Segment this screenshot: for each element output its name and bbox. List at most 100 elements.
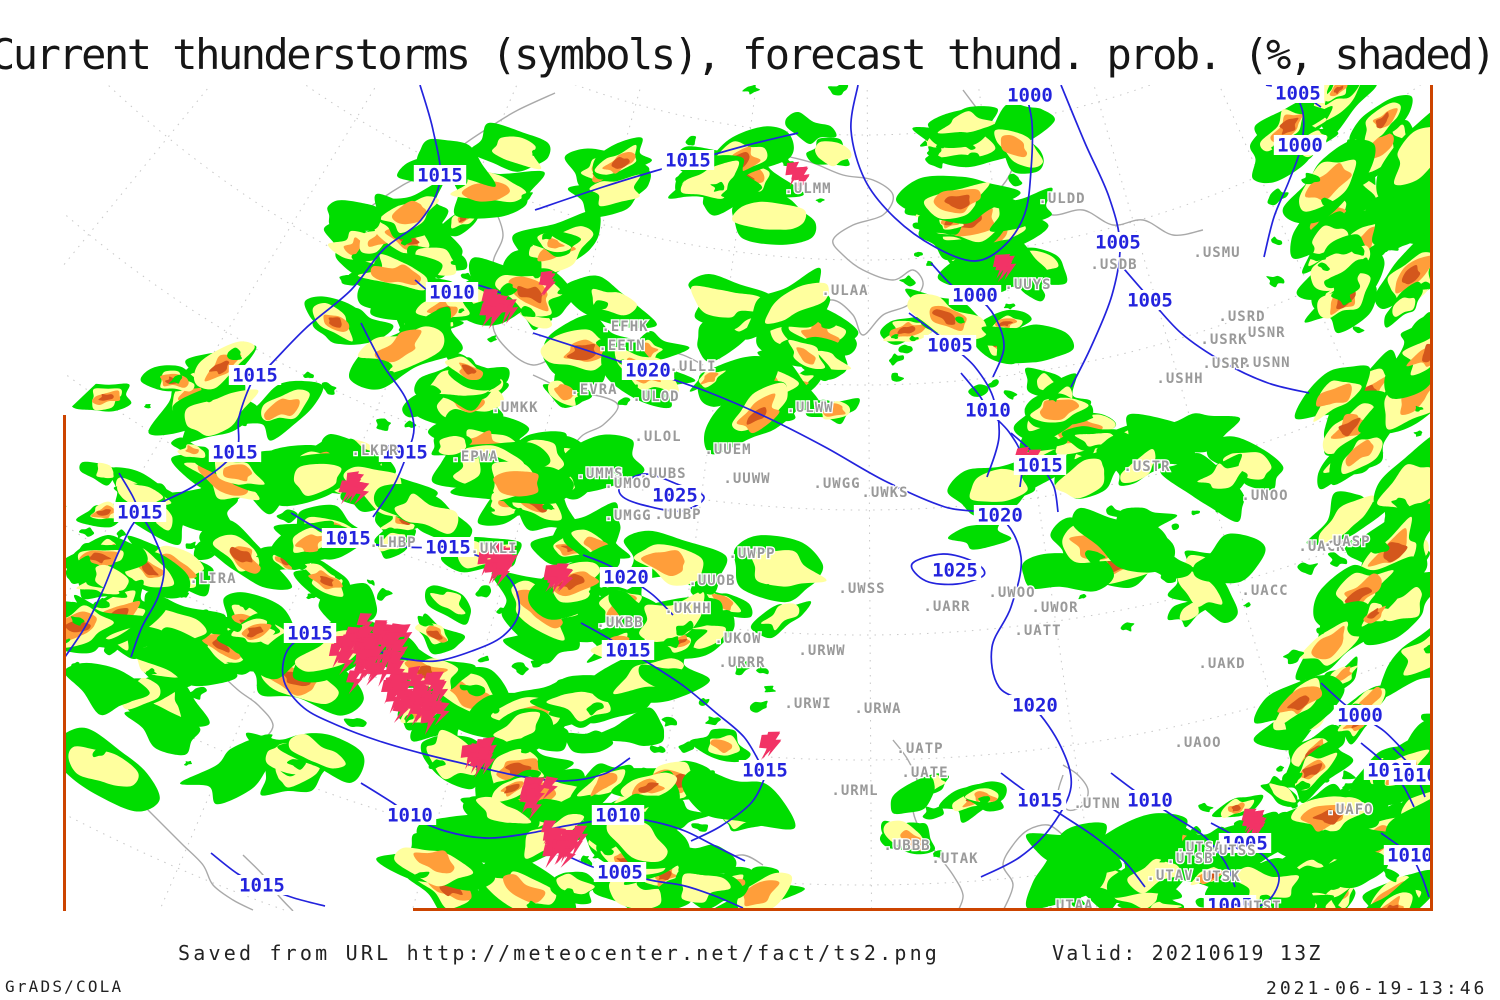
svg-text:.LKPR: .LKPR bbox=[351, 443, 398, 459]
svg-text:.UWPP: .UWPP bbox=[728, 546, 775, 562]
svg-text:1015: 1015 bbox=[605, 640, 651, 662]
map-canvas: 1015 1015 1000 1005 1005 1000 1005 1005 1000 1010… bbox=[63, 85, 1433, 911]
svg-text:1005: 1005 bbox=[1127, 290, 1173, 312]
svg-text:.UUBS: .UUBS bbox=[639, 466, 686, 482]
svg-text:.UKLI: .UKLI bbox=[470, 541, 517, 557]
svg-text:.UMKK: .UMKK bbox=[491, 400, 538, 416]
svg-text:.URWI: .URWI bbox=[784, 696, 831, 712]
svg-text:1015: 1015 bbox=[665, 150, 711, 172]
svg-text:.ULOD: .ULOD bbox=[632, 389, 679, 405]
svg-text:1015: 1015 bbox=[232, 365, 278, 387]
svg-text:.UASP: .UASP bbox=[1323, 534, 1370, 550]
svg-text:.USRD: .USRD bbox=[1218, 309, 1265, 325]
valid-time-caption: Valid: 20210619 13Z bbox=[1052, 941, 1323, 965]
svg-text:.URWW: .URWW bbox=[798, 643, 845, 659]
svg-text:1015: 1015 bbox=[417, 165, 463, 187]
svg-text:.LIRA: .LIRA bbox=[189, 571, 236, 587]
svg-text:1005: 1005 bbox=[1207, 895, 1253, 912]
svg-text:.USRR: .USRR bbox=[1202, 356, 1249, 372]
svg-text:.UWKS: .UWKS bbox=[861, 485, 908, 501]
svg-text:.UUBP: .UUBP bbox=[654, 507, 701, 523]
svg-text:1015: 1015 bbox=[1017, 790, 1063, 812]
svg-text:.ULDD: .ULDD bbox=[1038, 191, 1085, 207]
svg-text:.UATE: .UATE bbox=[901, 765, 948, 781]
svg-text:1015: 1015 bbox=[239, 875, 285, 897]
svg-text:.EFHK: .EFHK bbox=[601, 319, 648, 335]
page-title: Current thunderstorms (symbols), forecas… bbox=[0, 30, 1496, 79]
svg-text:.ULWW: .ULWW bbox=[786, 400, 833, 416]
svg-text:1020: 1020 bbox=[977, 505, 1023, 527]
svg-text:1005: 1005 bbox=[927, 335, 973, 357]
svg-text:.EVRA: .EVRA bbox=[570, 382, 617, 398]
weather-map-figure: 1015 1015 1000 1005 1005 1000 1005 1005 1000 1010… bbox=[63, 85, 1433, 911]
svg-text:1020: 1020 bbox=[625, 360, 671, 382]
svg-text:1010: 1010 bbox=[429, 282, 475, 304]
svg-text:1020: 1020 bbox=[1012, 695, 1058, 717]
render-timestamp: 2021-06-19-13:46 bbox=[1266, 978, 1488, 999]
svg-text:.UWOR: .UWOR bbox=[1031, 600, 1078, 616]
svg-text:.USMU: .USMU bbox=[1193, 245, 1240, 261]
svg-text:.UKOW: .UKOW bbox=[714, 631, 761, 647]
svg-text:1000: 1000 bbox=[1337, 705, 1383, 727]
svg-text:.UATP: .UATP bbox=[896, 741, 943, 757]
svg-text:.UTSA: .UTSA bbox=[1176, 840, 1223, 856]
svg-text:1015: 1015 bbox=[117, 502, 163, 524]
svg-text:1005: 1005 bbox=[1275, 85, 1321, 105]
svg-text:.UATT: .UATT bbox=[1014, 623, 1061, 639]
svg-text:1010: 1010 bbox=[1127, 790, 1173, 812]
saved-url-caption: Saved from URL http://meteocenter.net/fa… bbox=[178, 941, 941, 965]
svg-text:.USNN: .USNN bbox=[1243, 355, 1290, 371]
svg-text:1010: 1010 bbox=[595, 805, 641, 827]
svg-text:1005: 1005 bbox=[1095, 232, 1141, 254]
svg-text:1025: 1025 bbox=[932, 560, 978, 582]
svg-text:.UTSB: .UTSB bbox=[1166, 851, 1213, 867]
svg-text:.UKHH: .UKHH bbox=[664, 601, 711, 617]
svg-text:1015: 1015 bbox=[212, 442, 258, 464]
svg-text:.UUEM: .UUEM bbox=[704, 442, 751, 458]
svg-text:.UWSS: .UWSS bbox=[838, 581, 885, 597]
svg-text:.USTR: .USTR bbox=[1123, 459, 1170, 475]
svg-text:.UTSK: .UTSK bbox=[1193, 869, 1240, 885]
svg-text:.UMMS: .UMMS bbox=[576, 466, 623, 482]
svg-text:.UNOO: .UNOO bbox=[1241, 488, 1288, 504]
svg-text:.USNR: .USNR bbox=[1238, 325, 1285, 341]
svg-text:.UWGG: .UWGG bbox=[813, 476, 860, 492]
svg-text:.UBBB: .UBBB bbox=[883, 838, 930, 854]
svg-text:.UKBB: .UKBB bbox=[596, 615, 643, 631]
svg-text:.UARR: .UARR bbox=[923, 599, 970, 615]
svg-text:.UUOB: .UUOB bbox=[688, 573, 735, 589]
svg-text:.EPWA: .EPWA bbox=[451, 449, 498, 465]
svg-text:.ULMM: .ULMM bbox=[784, 181, 831, 197]
svg-text:.UTAA: .UTAA bbox=[1046, 898, 1093, 911]
svg-text:.URRR: .URRR bbox=[718, 655, 765, 671]
svg-text:.UAFO: .UAFO bbox=[1326, 802, 1373, 818]
svg-text:1015: 1015 bbox=[382, 442, 428, 464]
svg-text:1015: 1015 bbox=[425, 537, 471, 559]
svg-text:1000: 1000 bbox=[952, 285, 998, 307]
svg-text:.UMGG: .UMGG bbox=[604, 508, 651, 524]
svg-text:.UTAK: .UTAK bbox=[931, 851, 978, 867]
svg-text:1010: 1010 bbox=[965, 400, 1011, 422]
svg-text:1025: 1025 bbox=[652, 485, 698, 507]
svg-text:.UWOO: .UWOO bbox=[988, 585, 1035, 601]
svg-text:.UAKD: .UAKD bbox=[1198, 656, 1245, 672]
svg-text:1005: 1005 bbox=[1222, 833, 1268, 855]
svg-text:1010: 1010 bbox=[1392, 765, 1433, 787]
svg-text:.LHBP: .LHBP bbox=[369, 535, 416, 551]
svg-text:1015: 1015 bbox=[1017, 455, 1063, 477]
svg-text:1005: 1005 bbox=[597, 862, 643, 884]
svg-text:1000: 1000 bbox=[1007, 85, 1053, 107]
svg-text:.UTNN: .UTNN bbox=[1073, 796, 1120, 812]
svg-text:.ULAA: .ULAA bbox=[821, 283, 868, 299]
svg-text:.UTSS: .UTSS bbox=[1209, 843, 1256, 859]
svg-text:.URML: .URML bbox=[831, 783, 878, 799]
svg-text:.USRK: .USRK bbox=[1200, 332, 1247, 348]
svg-text:.UMOO: .UMOO bbox=[604, 476, 651, 492]
svg-text:.USDB: .USDB bbox=[1090, 257, 1137, 273]
svg-text:1015: 1015 bbox=[325, 528, 371, 550]
svg-text:.USHH: .USHH bbox=[1156, 371, 1203, 387]
svg-text:.UACC: .UACC bbox=[1241, 583, 1288, 599]
svg-text:.UUWW: .UUWW bbox=[723, 471, 770, 487]
svg-text:1015: 1015 bbox=[742, 760, 788, 782]
svg-text:.ULLI: .ULLI bbox=[669, 359, 716, 375]
